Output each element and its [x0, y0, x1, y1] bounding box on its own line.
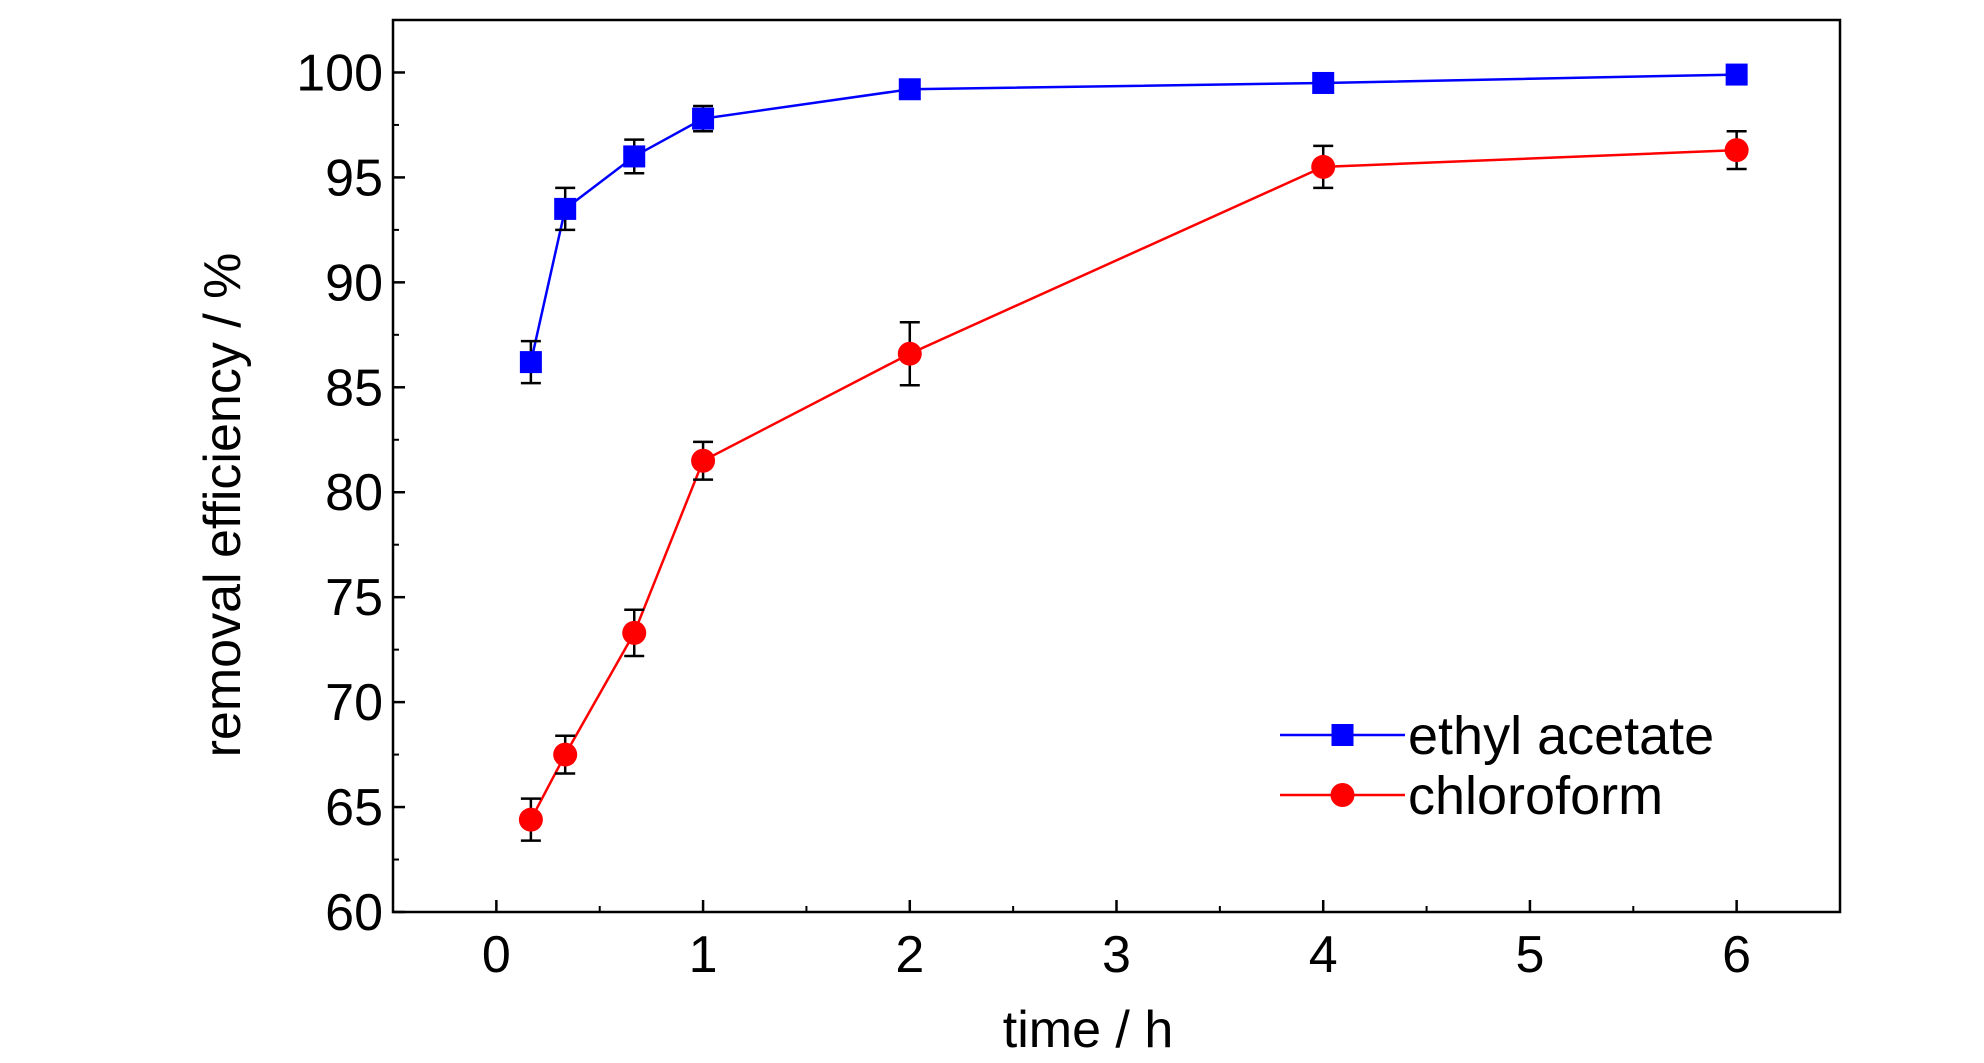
data-point — [1312, 71, 1335, 94]
y-tick-label: 100 — [296, 44, 383, 102]
legend-marker — [1330, 783, 1355, 807]
y-tick-label: 70 — [325, 674, 383, 732]
x-tick-label: 4 — [1309, 926, 1338, 984]
legend-entry: ethyl acetate — [1280, 706, 1714, 766]
data-point — [623, 145, 646, 168]
data-point — [897, 341, 922, 366]
x-tick-label: 0 — [482, 926, 511, 984]
data-point — [898, 78, 921, 101]
legend-label: chloroform — [1408, 766, 1663, 826]
data-point — [519, 351, 542, 374]
x-tick-label: 5 — [1515, 926, 1544, 984]
x-tick-label: 2 — [895, 926, 924, 984]
y-tick-label: 80 — [325, 464, 383, 522]
x-axis-title: time / h — [1003, 1001, 1174, 1059]
data-point — [1311, 154, 1336, 179]
legend-marker — [1331, 724, 1354, 746]
data-point — [622, 620, 647, 645]
legend-entry: chloroform — [1280, 766, 1663, 826]
data-point — [1724, 138, 1749, 163]
x-tick-label: 1 — [689, 926, 718, 984]
y-tick-label: 75 — [325, 569, 383, 627]
data-point — [553, 742, 578, 767]
y-axis-title: removal efficiency / % — [194, 253, 252, 758]
y-tick-label: 85 — [325, 359, 383, 417]
series-chloroform — [518, 129, 1749, 842]
y-tick-label: 90 — [325, 254, 383, 312]
data-point — [692, 107, 715, 130]
x-tick-label: 6 — [1722, 926, 1751, 984]
y-tick-label: 60 — [325, 884, 383, 942]
y-tick-label: 95 — [325, 149, 383, 207]
series-ethyl-acetate — [519, 63, 1748, 385]
data-point — [691, 448, 716, 473]
legend-label: ethyl acetate — [1408, 706, 1714, 766]
data-point — [518, 807, 543, 832]
data-point — [554, 197, 577, 220]
y-tick-label: 65 — [325, 779, 383, 837]
data-point — [1725, 63, 1748, 86]
x-tick-label: 3 — [1102, 926, 1131, 984]
